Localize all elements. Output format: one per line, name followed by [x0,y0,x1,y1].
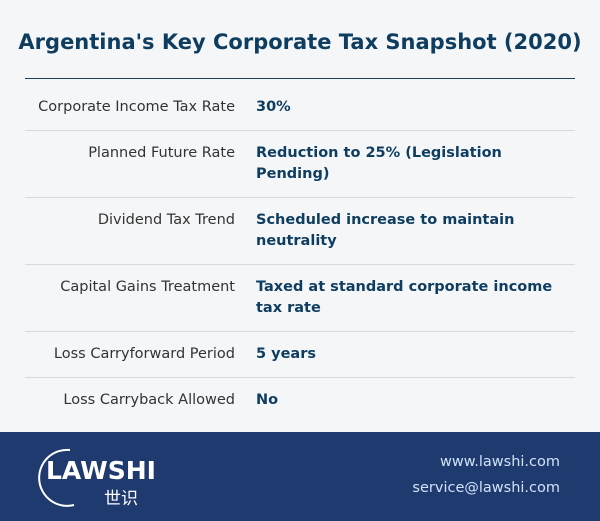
row-value: 30% [256,99,291,115]
row: Dividend Tax Trend Scheduled increase to … [25,198,575,265]
row: Corporate Income Tax Rate 30% [25,85,575,131]
row-value: Scheduled increase to maintain neutralit… [256,212,515,249]
row-label: Corporate Income Tax Rate [38,99,235,115]
logo-chinese: 世识 [104,489,138,509]
logo-name: LAWSHI [46,456,156,485]
website[interactable]: www.lawshi.com [440,454,560,470]
tax-table: Corporate Income Tax Rate 30% Planned Fut… [25,85,575,423]
row-label: Loss Carryforward Period [53,346,235,362]
row: Loss Carryback Allowed No [25,378,575,424]
row: Capital Gains Treatment Taxed at standard… [25,265,575,332]
row: Planned Future Rate Reduction to 25% (Leg… [25,131,575,198]
row-value: Reduction to 25% (Legislation Pending) [256,145,502,182]
row-value: 5 years [256,346,316,362]
row-label: Capital Gains Treatment [60,279,235,295]
title: Argentina's Key Corporate Tax Snapshot (… [18,30,582,54]
row-label: Dividend Tax Trend [97,212,235,228]
logo: LAWSHI 世识 [38,448,156,509]
row-label: Loss Carryback Allowed [63,392,235,408]
row-value: No [256,392,279,408]
row-label: Planned Future Rate [88,145,235,161]
title-rule [25,78,575,79]
email[interactable]: service@lawshi.com [412,480,560,496]
row: Loss Carryforward Period 5 years [25,332,575,378]
logo-ring [38,448,75,507]
row-value: Taxed at standard corporate income tax r… [256,279,553,316]
footer: LAWSHI 世识 www.lawshi.com service@lawshi.… [0,432,600,521]
